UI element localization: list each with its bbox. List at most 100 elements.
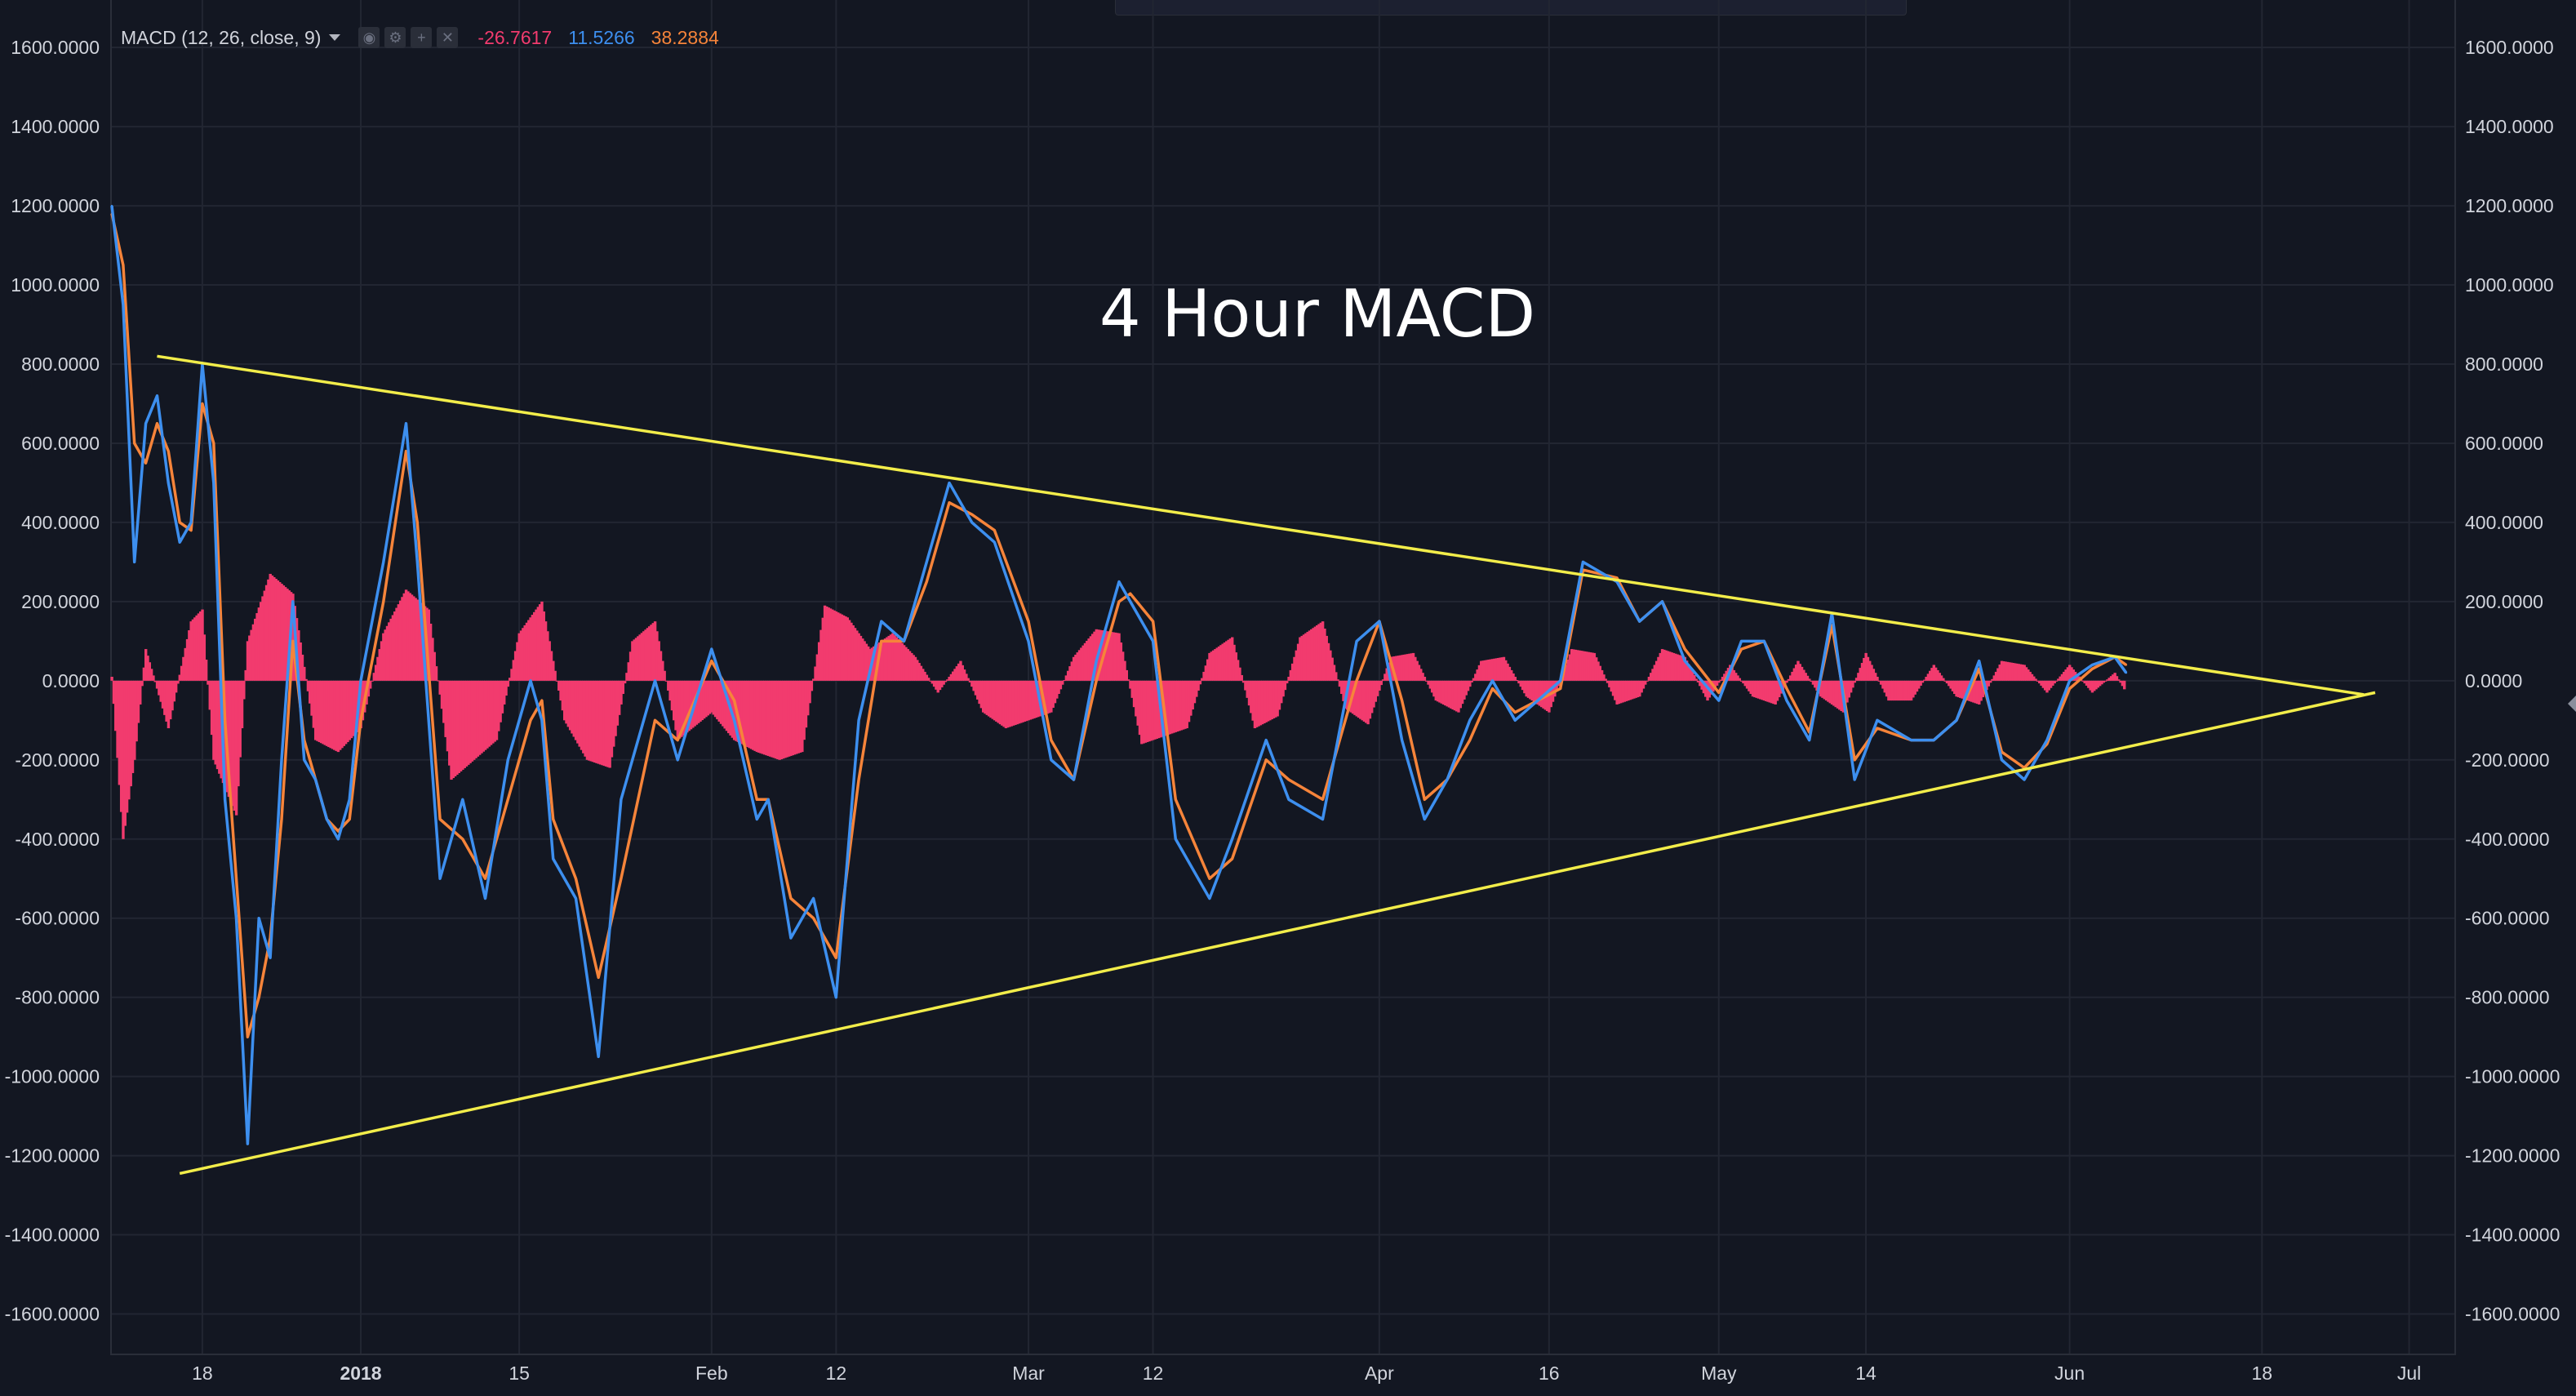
- histogram-bar: [646, 628, 650, 681]
- histogram-bar: [1770, 680, 1774, 704]
- histogram-bar: [601, 680, 604, 766]
- histogram-bar: [935, 680, 938, 690]
- histogram-bar: [1250, 680, 1253, 714]
- histogram-bar: [1851, 680, 1854, 688]
- scale-handle-icon[interactable]: [2568, 696, 2576, 712]
- histogram-bar: [765, 680, 768, 756]
- histogram-bar: [1521, 680, 1525, 691]
- histogram-bar: [269, 573, 272, 681]
- histogram-bar: [1219, 645, 1223, 681]
- y-tick-label-left: 1000.0000: [11, 274, 100, 296]
- histogram-bar: [1715, 680, 1719, 686]
- gear-icon[interactable]: ⚙: [384, 27, 406, 48]
- y-tick-label-right: -400.0000: [2465, 829, 2550, 850]
- plus-icon[interactable]: +: [411, 27, 433, 48]
- histogram-bar: [1189, 680, 1193, 716]
- histogram-bar: [1949, 680, 1952, 689]
- histogram-bar: [1493, 658, 1496, 681]
- chevron-down-icon[interactable]: [329, 34, 341, 41]
- upper-trendline[interactable]: [157, 354, 2365, 696]
- x-tick-label: 12: [1143, 1363, 1164, 1384]
- macd-point: [1208, 897, 1211, 900]
- histogram-bar: [1594, 657, 1598, 681]
- histogram-bar: [842, 615, 846, 681]
- histogram-bar: [877, 642, 882, 681]
- x-axis[interactable]: 18 2018 15 Feb 12 Mar 12 Apr 16 May 14 Jun 18 Jul: [192, 1363, 2421, 1384]
- indicator-name[interactable]: MACD (12, 26, close, 9): [121, 26, 322, 48]
- signal-point: [552, 818, 554, 820]
- histogram-bar: [993, 680, 997, 721]
- histogram-bar: [825, 606, 828, 681]
- y-axis-right[interactable]: 1600.0000 1400.0000 1200.0000 1000.0000 800.…: [2465, 37, 2560, 1324]
- histogram-bar: [717, 680, 721, 722]
- top-toolbar[interactable]: [1115, 0, 1907, 16]
- histogram-bar: [1006, 680, 1010, 728]
- histogram-bar: [1477, 665, 1481, 681]
- histogram-bar: [1598, 665, 1602, 681]
- histogram-bar: [834, 611, 838, 681]
- y-tick-label-left: -1400.0000: [5, 1225, 100, 1246]
- histogram-bar: [1146, 680, 1149, 742]
- histogram-bar: [376, 656, 380, 681]
- histogram-bar: [1315, 625, 1319, 681]
- histogram-bar: [615, 680, 620, 726]
- lower-trendline[interactable]: [179, 691, 2376, 1176]
- histogram-bar: [1421, 673, 1424, 681]
- histogram-bar: [620, 680, 623, 705]
- histogram-bar: [644, 629, 647, 681]
- histogram-bar: [2081, 680, 2085, 682]
- histogram-bar: [1654, 660, 1659, 681]
- trendlines[interactable]: [157, 354, 2376, 1176]
- signal-point: [1152, 620, 1154, 623]
- histogram-bar: [180, 665, 184, 681]
- macd-point: [1321, 818, 1324, 820]
- histogram-bar: [519, 630, 523, 681]
- histogram-bar: [540, 601, 544, 681]
- y-axis-left[interactable]: 1600.0000 1400.0000 1200.0000 1000.0000 800.…: [5, 37, 100, 1324]
- x-tick-label: 12: [826, 1363, 847, 1384]
- close-icon[interactable]: ✕: [437, 27, 459, 48]
- histogram-bar: [1641, 680, 1646, 689]
- histogram-bar: [1061, 680, 1064, 685]
- eye-icon[interactable]: ◉: [358, 27, 380, 48]
- histogram-bar: [2027, 669, 2030, 681]
- histogram-bar: [1125, 669, 1129, 681]
- histogram-bar: [1185, 680, 1188, 729]
- y-tick-label-left: 200.0000: [21, 591, 100, 612]
- histogram-bar: [740, 680, 744, 745]
- histogram-bar: [1010, 680, 1014, 727]
- histogram-bar: [527, 620, 531, 681]
- histogram-bar: [171, 680, 174, 711]
- macd-point: [1933, 739, 1935, 741]
- histogram-bar: [784, 680, 787, 758]
- histogram-bar: [1148, 680, 1151, 742]
- histogram-bar: [538, 604, 542, 681]
- macd-point: [1095, 660, 1098, 662]
- histogram-bar: [282, 585, 286, 681]
- histogram-bar: [663, 670, 666, 681]
- histogram-bar: [1121, 651, 1125, 681]
- signal-point: [733, 699, 735, 702]
- indicator-legend[interactable]: MACD (12, 26, close, 9) ◉ ⚙ + ✕ -26.7617…: [121, 23, 719, 52]
- histogram-bar: [542, 611, 545, 681]
- histogram-bar: [1083, 642, 1087, 681]
- macd-point: [2045, 739, 2049, 741]
- histogram-bar: [722, 680, 725, 727]
- histogram-bar: [1893, 680, 1896, 701]
- histogram-bar: [1677, 655, 1681, 681]
- histogram-bar: [139, 680, 142, 705]
- histogram-bar: [1978, 680, 1981, 705]
- histogram-bar: [1210, 651, 1213, 681]
- histogram-bar: [1221, 643, 1224, 681]
- histogram-bar: [142, 667, 146, 681]
- histogram-bar: [814, 666, 817, 681]
- histogram-bar: [1500, 657, 1503, 681]
- histogram-bar: [1197, 680, 1200, 691]
- histogram-bar: [1636, 680, 1640, 698]
- signal-point: [1129, 592, 1132, 595]
- histogram-bar: [1926, 674, 1930, 681]
- histogram-bar: [1244, 680, 1247, 691]
- histogram-bar: [930, 680, 934, 684]
- macd-point: [597, 1056, 600, 1058]
- macd-point: [766, 798, 770, 801]
